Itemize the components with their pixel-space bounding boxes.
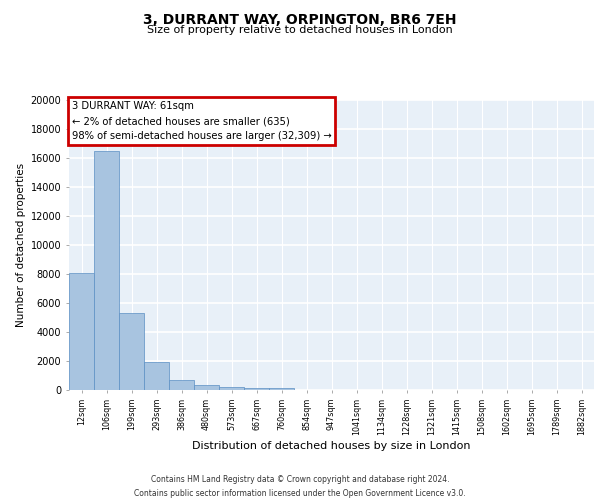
Bar [69,272,94,390]
Text: 3 DURRANT WAY: 61sqm
← 2% of detached houses are smaller (635)
98% of semi-detac: 3 DURRANT WAY: 61sqm ← 2% of detached ho… [71,102,331,141]
Bar [119,313,144,390]
Bar [269,388,294,390]
Bar [194,386,219,390]
X-axis label: Distribution of detached houses by size in London: Distribution of detached houses by size … [192,440,471,450]
Bar [94,151,119,390]
Bar [244,388,269,390]
Bar [144,362,169,390]
Text: 3, DURRANT WAY, ORPINGTON, BR6 7EH: 3, DURRANT WAY, ORPINGTON, BR6 7EH [143,12,457,26]
Y-axis label: Number of detached properties: Number of detached properties [16,163,26,327]
Text: Size of property relative to detached houses in London: Size of property relative to detached ho… [147,25,453,35]
Bar [169,380,194,390]
Text: Contains HM Land Registry data © Crown copyright and database right 2024.
Contai: Contains HM Land Registry data © Crown c… [134,476,466,498]
Bar [219,387,244,390]
